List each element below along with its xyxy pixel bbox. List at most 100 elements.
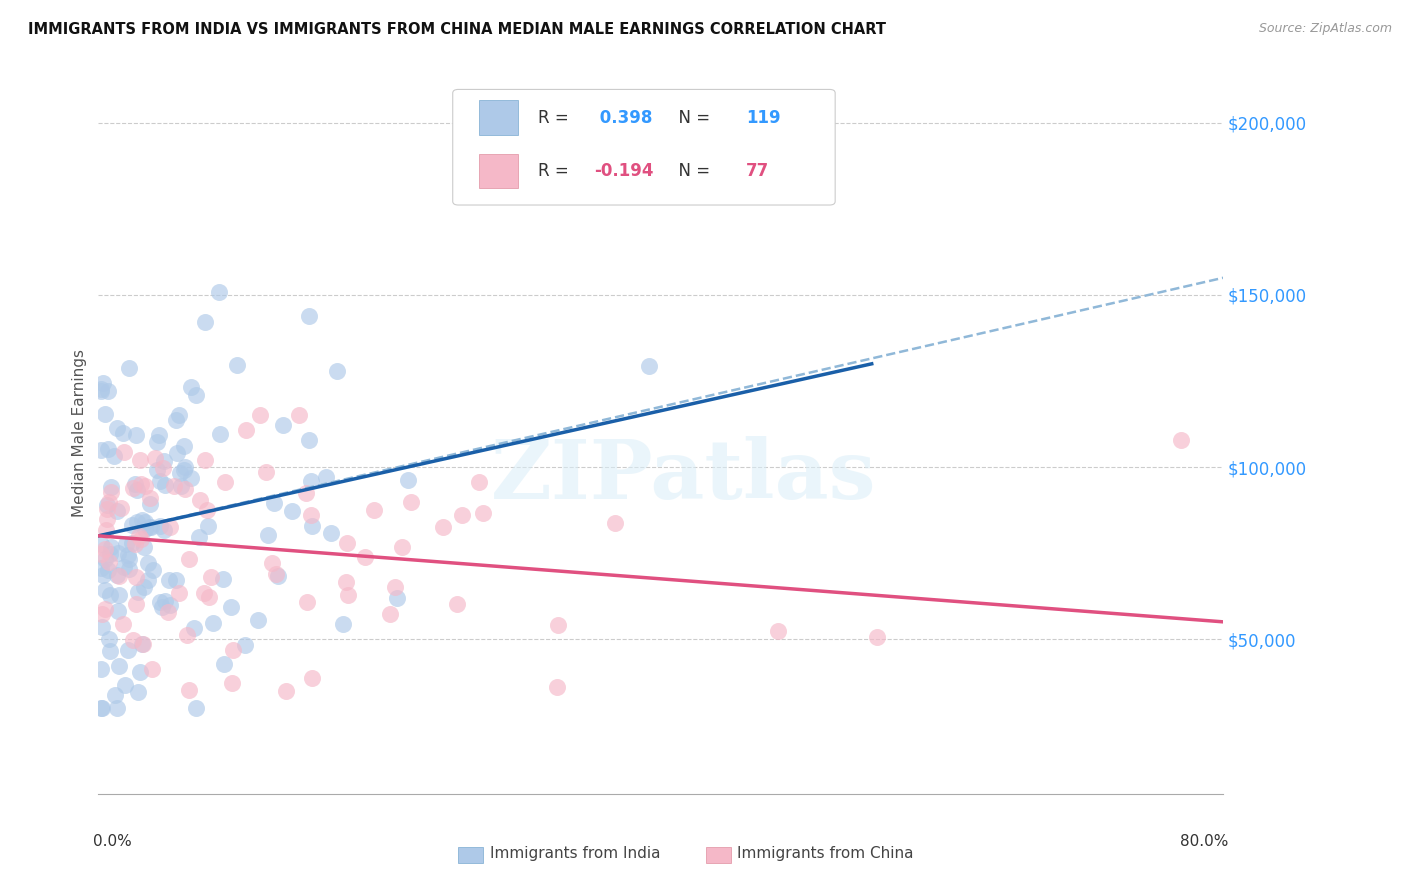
Point [214, 475, 236, 490]
Point [301, 518, 323, 533]
Point [169, 586, 191, 600]
Text: -0.194: -0.194 [595, 162, 654, 180]
Point [246, 613, 269, 627]
Point [117, 549, 139, 563]
Point [256, 528, 278, 542]
Point [363, 502, 385, 516]
Point [90, 620, 112, 634]
Text: R =: R = [538, 162, 574, 180]
Point [167, 409, 190, 423]
Point [127, 585, 149, 599]
Point [90, 442, 112, 457]
Point [336, 536, 359, 550]
Point [159, 519, 181, 533]
Point [396, 473, 419, 487]
Point [254, 466, 277, 480]
Point [1170, 433, 1192, 447]
Point [93, 542, 115, 557]
Point [136, 573, 159, 587]
Y-axis label: Median Male Earnings: Median Male Earnings [72, 349, 87, 516]
Point [122, 632, 145, 647]
Point [90, 561, 112, 575]
Point [202, 615, 225, 630]
Point [118, 552, 141, 566]
Point [107, 603, 129, 617]
Point [108, 568, 131, 582]
Text: Source: ZipAtlas.com: Source: ZipAtlas.com [1258, 22, 1392, 36]
Point [97, 495, 120, 509]
Point [547, 617, 569, 632]
Point [94, 523, 117, 537]
Point [122, 481, 145, 495]
Point [103, 449, 125, 463]
Point [104, 688, 127, 702]
Point [222, 643, 245, 657]
Point [295, 594, 318, 608]
Point [96, 512, 118, 526]
Point [170, 478, 193, 492]
Point [124, 537, 146, 551]
Point [152, 523, 174, 537]
Point [110, 501, 132, 516]
Point [100, 547, 122, 561]
Point [221, 675, 243, 690]
Point [195, 502, 218, 516]
Point [166, 413, 188, 427]
Point [546, 680, 568, 694]
Point [94, 552, 117, 566]
Point [274, 684, 297, 698]
Point [112, 445, 135, 459]
Point [114, 537, 136, 551]
FancyBboxPatch shape [453, 89, 835, 205]
Point [249, 409, 271, 423]
Text: 119: 119 [747, 109, 780, 127]
Point [198, 590, 221, 604]
Point [183, 621, 205, 635]
Point [605, 516, 627, 530]
Point [200, 570, 222, 584]
Point [299, 508, 322, 523]
Point [141, 662, 163, 676]
Point [335, 575, 357, 590]
Point [121, 518, 143, 533]
Point [208, 427, 231, 442]
Point [188, 492, 211, 507]
Point [118, 360, 141, 375]
Point [112, 616, 135, 631]
Point [134, 581, 156, 595]
Point [117, 643, 139, 657]
Point [134, 521, 156, 535]
Point [129, 665, 152, 679]
Point [134, 515, 156, 529]
Point [263, 496, 285, 510]
Point [97, 384, 120, 399]
Point [271, 417, 294, 432]
Point [131, 512, 153, 526]
Point [166, 445, 188, 459]
Point [184, 701, 207, 715]
Point [93, 567, 115, 582]
Point [866, 631, 889, 645]
Point [128, 453, 150, 467]
Point [105, 568, 128, 582]
Point [90, 382, 112, 396]
Point [385, 591, 408, 606]
Text: 80.0%: 80.0% [1181, 834, 1229, 848]
Point [90, 547, 112, 561]
Point [125, 483, 148, 497]
Point [134, 541, 156, 555]
Point [97, 563, 120, 577]
Point [399, 495, 422, 509]
Text: N =: N = [668, 109, 714, 127]
Point [114, 678, 136, 692]
Point [125, 597, 148, 611]
Point [97, 442, 120, 456]
Point [235, 423, 257, 437]
Text: 0.398: 0.398 [595, 109, 652, 127]
Point [90, 607, 112, 622]
Point [121, 536, 143, 550]
Point [638, 359, 661, 373]
Point [176, 628, 198, 642]
Point [152, 454, 174, 468]
Point [226, 358, 249, 372]
